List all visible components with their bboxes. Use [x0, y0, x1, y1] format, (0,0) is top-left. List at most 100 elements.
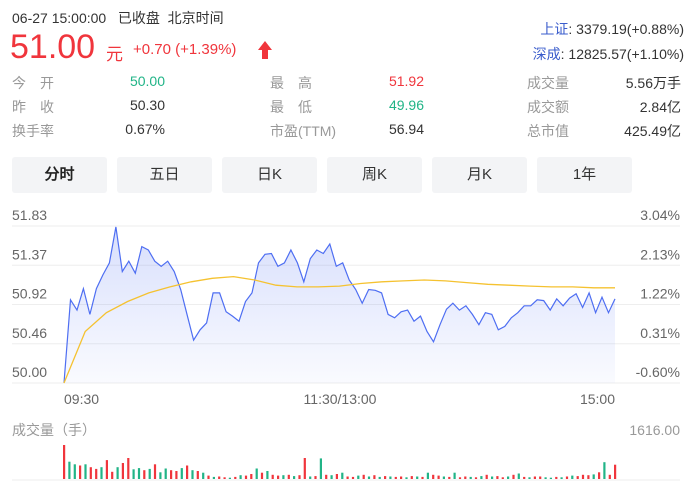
intraday-chart[interactable]: 51.83 3.04% 51.37 2.13% 50.92 1.22% 50.46 0.31%…	[0, 195, 692, 491]
tab-1[interactable]: 五日	[117, 157, 212, 193]
volume-bar	[234, 476, 237, 479]
volume-bar	[105, 460, 108, 479]
volume-bar	[95, 468, 98, 479]
volume-bar	[357, 475, 360, 479]
tab-5[interactable]: 1年	[537, 157, 632, 193]
volume-bar	[196, 471, 199, 479]
volume-bar	[260, 472, 264, 479]
volume-bar	[400, 476, 403, 479]
quote-datetime: 06-27 15:00:00	[12, 10, 107, 26]
volume-bar	[325, 474, 328, 479]
volume-bar	[335, 474, 338, 479]
volume-bar	[555, 476, 558, 479]
volume-bar	[421, 476, 424, 479]
volume-label: 成交量（手）	[12, 422, 96, 438]
volume-bar	[517, 473, 520, 479]
volume-bar	[202, 472, 205, 479]
y-pct-tick-label: 3.04%	[640, 207, 680, 223]
y-tick-label: 50.46	[12, 325, 47, 341]
volume-bar	[68, 461, 71, 479]
volume-bar	[480, 476, 483, 479]
volume-bar	[598, 472, 601, 479]
price-line	[63, 226, 616, 384]
volume-bar	[79, 465, 82, 479]
volume-bar	[384, 476, 387, 479]
stat-label: 最 低	[270, 99, 312, 115]
tab-4[interactable]: 月K	[432, 157, 527, 193]
stat-label: 昨 收	[12, 99, 54, 115]
volume-bar	[608, 474, 611, 479]
stat-label: 最 高	[270, 75, 312, 91]
volume-bar	[587, 475, 590, 479]
stat-value: 49.96	[388, 97, 424, 113]
volume-bar	[287, 474, 290, 479]
index-name[interactable]: 上证	[540, 21, 569, 37]
stat-label: 成交量	[527, 75, 569, 91]
tab-3[interactable]: 周K	[327, 157, 422, 193]
volume-bar	[571, 475, 574, 479]
stat-label: 今 开	[12, 75, 54, 91]
volume-bar	[426, 472, 429, 479]
volume-bar	[250, 474, 253, 479]
volume-bar	[362, 474, 365, 479]
volume-bar	[437, 475, 440, 479]
volume-bar	[341, 472, 344, 479]
volume-bar	[453, 472, 456, 479]
stat-value: 50.30	[129, 97, 165, 113]
index-shenzhen[interactable]: 深成: 12825.57(+1.10%)	[533, 44, 684, 64]
tab-2[interactable]: 日K	[222, 157, 317, 193]
volume-bar	[491, 476, 494, 479]
volume-bar	[378, 476, 381, 479]
tab-0[interactable]: 分时	[12, 157, 107, 193]
index-shanghai[interactable]: 上证: 3379.19(+0.88%)	[540, 19, 684, 39]
volume-bar	[416, 476, 419, 479]
y-pct-tick-label: 1.22%	[640, 286, 680, 302]
y-tick-label: 50.92	[12, 286, 47, 302]
volume-bar	[148, 468, 151, 479]
volume-bar	[137, 468, 141, 479]
stat-value: 50.00	[129, 73, 165, 89]
stat-value: 0.67%	[125, 121, 165, 137]
volume-bar	[255, 468, 258, 479]
volume-bar	[346, 476, 349, 479]
volume-bar	[314, 476, 317, 479]
volume-bar	[121, 463, 124, 479]
volume-bar	[528, 477, 531, 479]
volume-bar	[394, 476, 397, 479]
volume-bar	[175, 471, 178, 479]
volume-bar	[442, 476, 445, 479]
volume-bar	[565, 476, 569, 479]
stat-label: 换手率	[12, 123, 54, 139]
stat-label: 成交额	[527, 99, 569, 115]
volume-bar	[111, 471, 114, 479]
stat-value: 2.84亿	[639, 99, 681, 115]
index-name[interactable]: 深成	[532, 46, 561, 62]
volume-bar	[207, 475, 210, 479]
volume-bar	[539, 476, 542, 479]
volume-bar	[496, 476, 499, 479]
volume-bar	[212, 476, 215, 479]
volume-bar	[330, 475, 333, 479]
volume-max-label: 1616.00	[629, 422, 680, 438]
y-pct-tick-label: -0.60%	[636, 364, 680, 380]
volume-bar	[512, 474, 515, 479]
price-area	[64, 226, 615, 383]
volume-bar	[469, 476, 472, 479]
volume-bar	[464, 476, 467, 479]
price-unit: 元	[106, 45, 123, 64]
volume-bar	[127, 458, 130, 479]
x-tick-label: 15:00	[580, 391, 615, 407]
volume-bar	[191, 470, 194, 479]
volume-bar	[153, 464, 157, 479]
volume-bar	[303, 458, 306, 479]
volume-bar	[170, 470, 173, 479]
current-price: 51.00	[10, 28, 96, 66]
volume-bar	[581, 474, 585, 479]
stat-value: 56.94	[388, 121, 424, 137]
volume-bar	[448, 476, 451, 479]
volume-bar	[180, 468, 183, 479]
volume-bar	[100, 467, 103, 479]
market-status: 已收盘	[117, 10, 160, 26]
volume-bar	[186, 465, 189, 479]
